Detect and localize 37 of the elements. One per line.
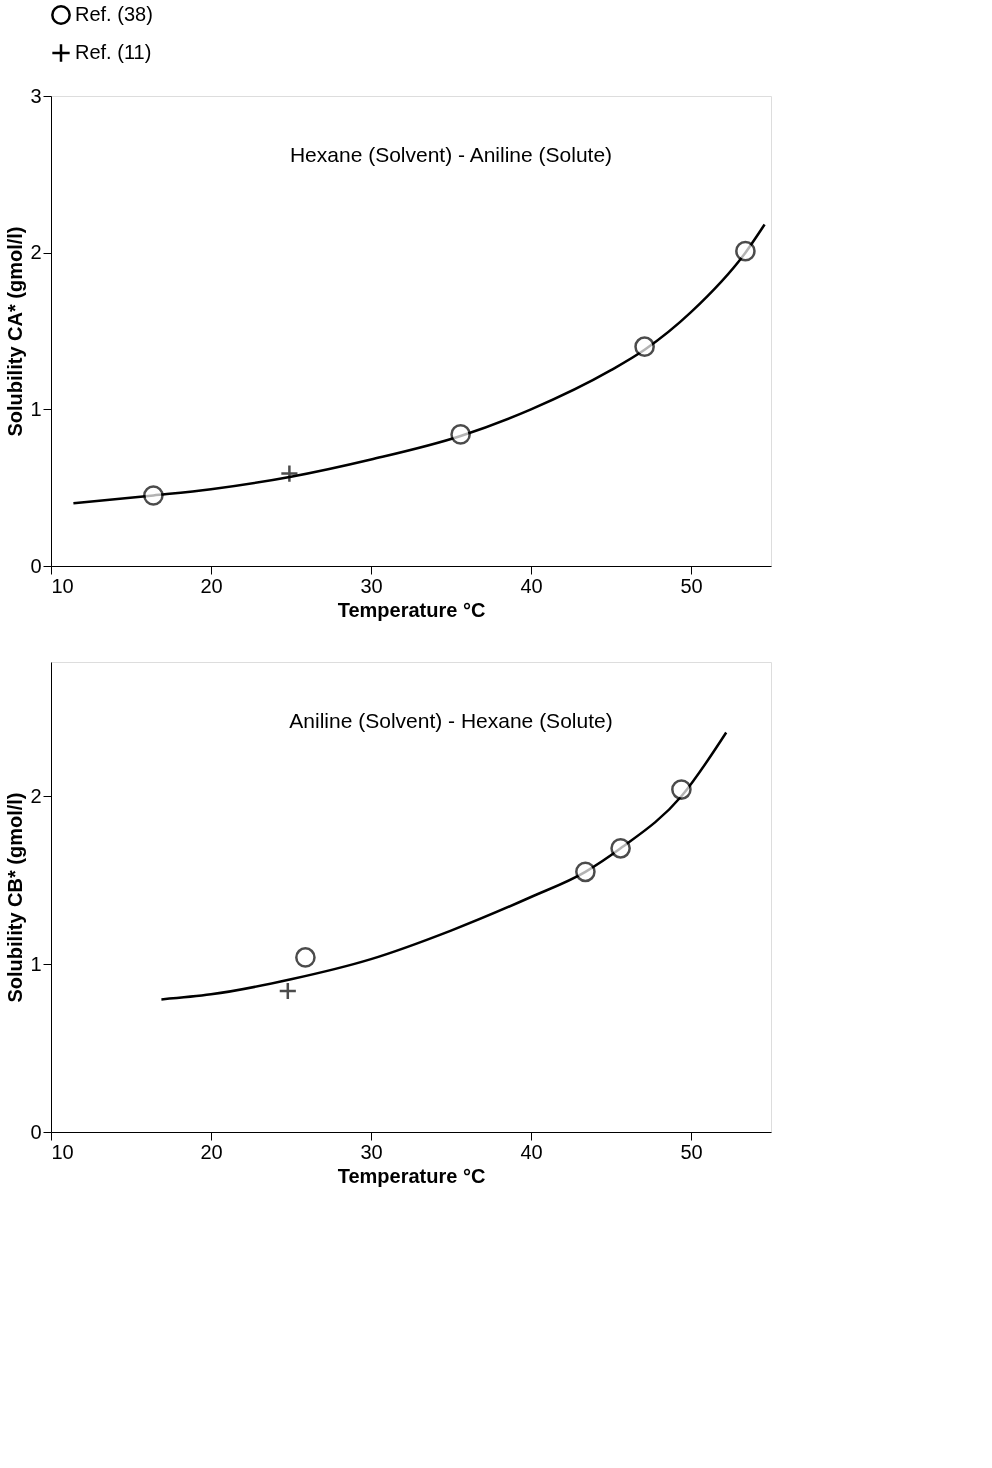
y-tick-label: 1: [30, 397, 42, 420]
x-tick-label: 10: [51, 574, 74, 597]
x-tick-label: 50: [680, 574, 703, 597]
x-tick-label: 10: [51, 1140, 74, 1163]
y-tick-label: 2: [30, 784, 42, 807]
point: [575, 861, 596, 883]
annotation: Aniline (Solvent) - Hexane (Solute): [289, 709, 613, 732]
legend-label: Ref. (38): [75, 3, 153, 25]
point: [280, 464, 299, 483]
point: [295, 947, 316, 968]
x-tick-label: 20: [200, 1140, 223, 1163]
x-axis-title: Temperature °C: [337, 1164, 486, 1187]
point: [671, 779, 692, 800]
y-axis-title: Solubility CA* (gmol/l): [4, 226, 27, 437]
y-tick-label: 0: [30, 554, 42, 577]
line-series: [72, 223, 766, 505]
point: [278, 981, 298, 1001]
point: [143, 485, 164, 506]
point: [735, 240, 756, 262]
x-tick-label: 20: [200, 574, 223, 597]
point: [634, 336, 655, 357]
x-tick-label: 30: [360, 1140, 383, 1163]
legend-label: Ref. (11): [75, 41, 152, 63]
y-tick-label: 0: [30, 1120, 42, 1143]
y-tick-label: 3: [30, 84, 42, 107]
x-axis-title: Temperature °C: [337, 598, 486, 621]
x-tick-label: 30: [360, 574, 383, 597]
x-tick-label: 40: [520, 1140, 543, 1163]
point: [450, 424, 471, 445]
point: [610, 838, 631, 859]
x-tick-label: 50: [680, 1140, 703, 1163]
y-axis-title: Solubility CB* (gmol/l): [4, 792, 27, 1003]
annotation: Hexane (Solvent) - Aniline (Solute): [289, 143, 613, 166]
y-tick-label: 2: [30, 241, 42, 264]
line-series: [160, 731, 728, 1001]
x-tick-label: 40: [520, 574, 543, 597]
y-tick-label: 1: [30, 952, 42, 975]
